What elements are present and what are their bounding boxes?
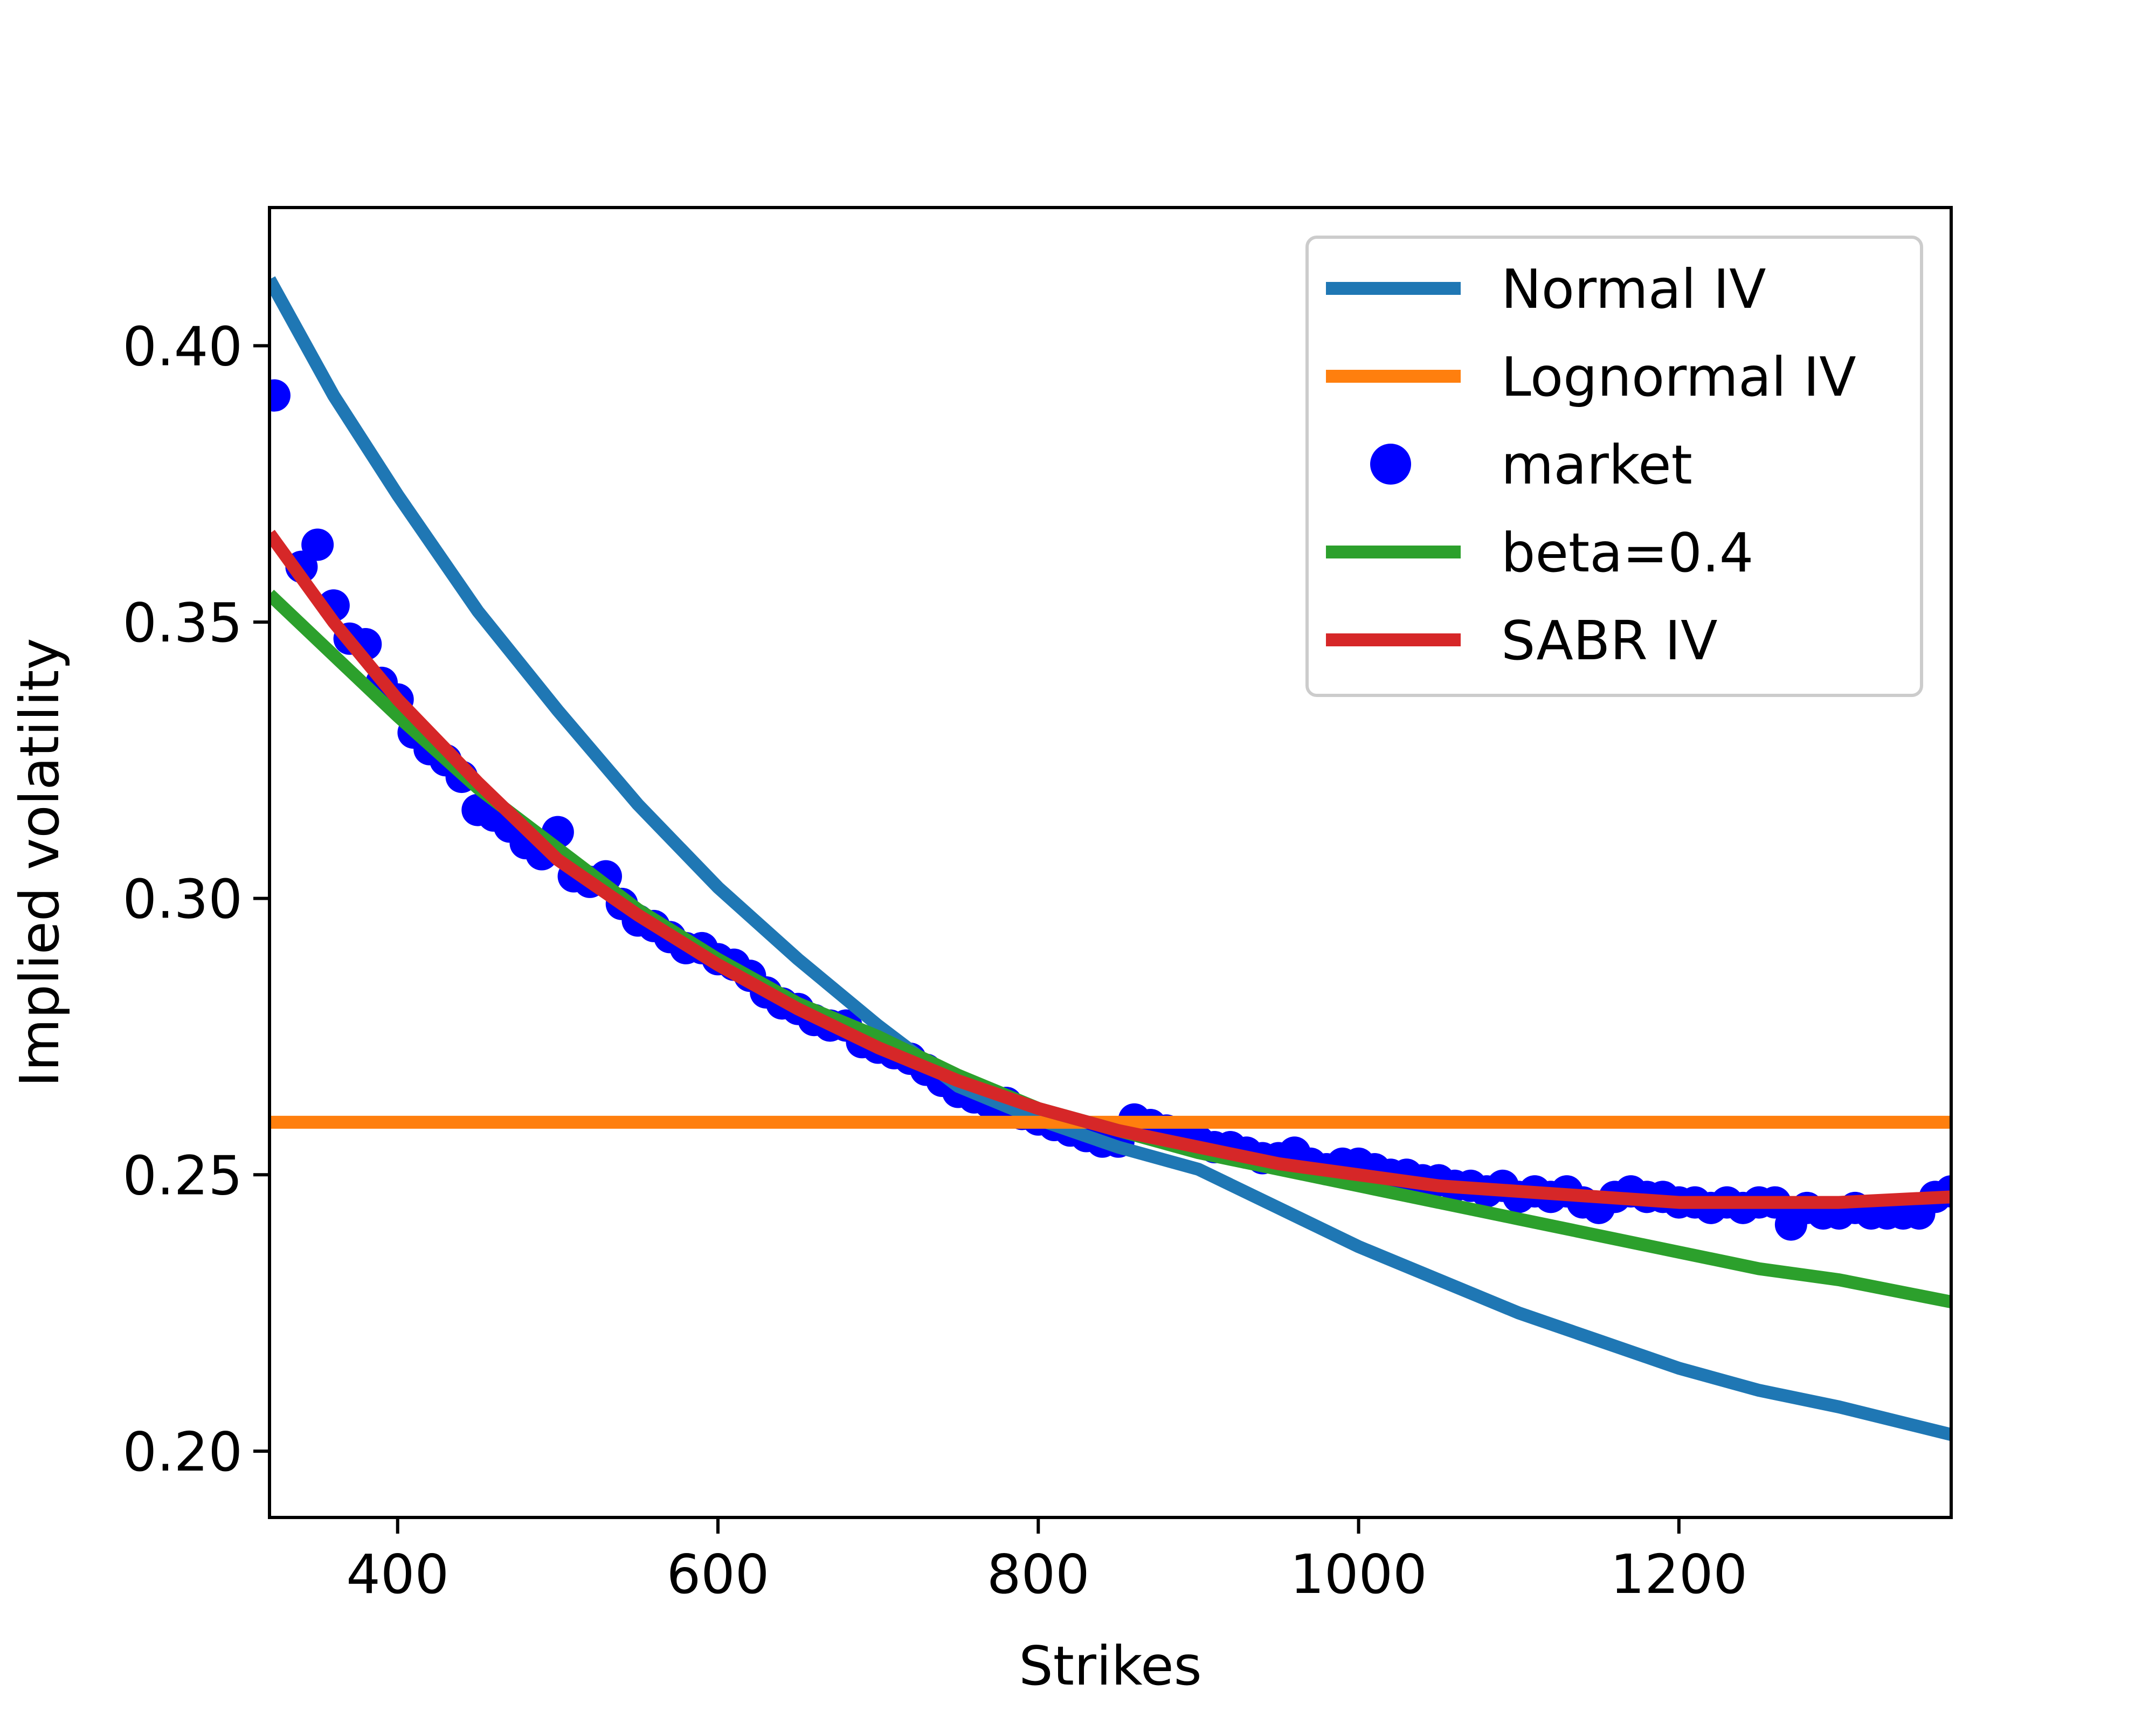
x-axis-label: Strikes [1019,1634,1202,1698]
legend-label: Normal IV [1501,258,1766,321]
plot-frame [268,206,1953,1519]
legend-item-lognormal-iv: Lognormal IV [1326,346,1856,409]
legend-item-market: market [1370,433,1692,496]
y-tick-label: 0.25 [122,1144,243,1207]
series-line-normal-iv [270,276,1951,1441]
plot-area [270,276,1951,1441]
x-tick-label: 400 [346,1543,449,1606]
x-tick-label: 1200 [1611,1543,1748,1606]
legend-label: Lognormal IV [1501,346,1856,409]
y-axis-label: Implied volatility [8,638,71,1087]
x-tick-label: 800 [987,1543,1090,1606]
legend: Normal IV Lognormal IV market beta=0.4 SABR … [1305,236,1923,697]
y-tick-label: 0.40 [122,315,243,378]
legend-label: SABR IV [1501,609,1718,672]
x-tick-label: 1000 [1290,1543,1427,1606]
y-axis: 0.20 0.25 0.30 0.35 0.40 [122,315,270,1484]
market-point [301,528,334,561]
legend-label: beta=0.4 [1501,521,1753,584]
legend-marker [1370,444,1411,485]
legend-item-beta-0-4: beta=0.4 [1326,521,1753,584]
legend-box [1305,236,1923,697]
x-tick-label: 600 [667,1543,770,1606]
y-tick-label: 0.35 [122,591,243,654]
series-line-sabr-iv [270,529,1951,1209]
legend-item-sabr-iv: SABR IV [1326,609,1718,672]
y-tick-label: 0.30 [122,868,243,931]
market-point [270,379,291,412]
x-axis: 400 600 800 1000 1200 [346,1517,1747,1606]
y-tick-label: 0.20 [122,1420,243,1484]
legend-item-normal-iv: Normal IV [1326,258,1766,321]
legend-label: market [1501,433,1692,496]
